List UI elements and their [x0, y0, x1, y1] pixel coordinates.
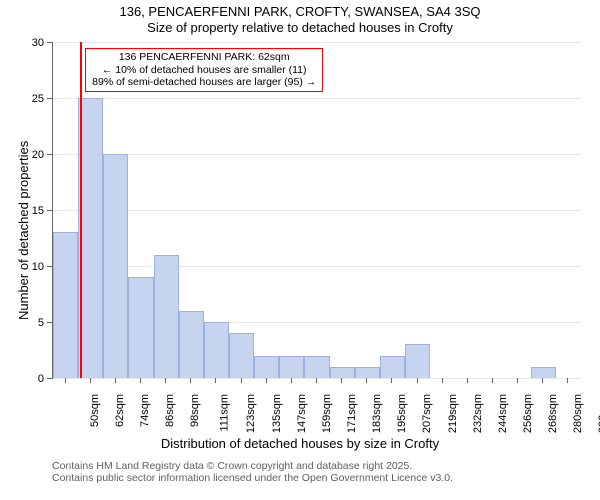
- x-tick-label: 50sqm: [89, 394, 101, 427]
- y-tick-label: 5: [0, 317, 44, 329]
- y-tick-mark: [47, 98, 52, 99]
- x-tick-label: 183sqm: [371, 394, 383, 433]
- annotation-line-1: 136 PENCAERFENNI PARK: 62sqm: [92, 51, 316, 64]
- x-tick-label: 135sqm: [271, 394, 283, 433]
- chart-title-block: 136, PENCAERFENNI PARK, CROFTY, SWANSEA,…: [0, 4, 600, 35]
- x-tick-label: 171sqm: [346, 394, 358, 433]
- x-tick-label: 219sqm: [447, 394, 459, 433]
- annotation-line-3: 89% of semi-detached houses are larger (…: [92, 76, 316, 89]
- x-tick-label: 280sqm: [572, 394, 584, 433]
- attribution-line-2: Contains public sector information licen…: [52, 472, 453, 484]
- x-tick-label: 256sqm: [522, 394, 534, 433]
- x-tick-mark: [542, 378, 543, 383]
- x-tick-label: 195sqm: [396, 394, 408, 433]
- histogram-bar: [103, 154, 128, 378]
- x-tick-mark: [517, 378, 518, 383]
- attribution-block: Contains HM Land Registry data © Crown c…: [52, 460, 453, 484]
- x-tick-label: 62sqm: [114, 394, 126, 427]
- attribution-line-1: Contains HM Land Registry data © Crown c…: [52, 460, 453, 472]
- y-axis-label: Number of detached properties: [16, 141, 31, 320]
- x-tick-mark: [341, 378, 342, 383]
- x-tick-mark: [492, 378, 493, 383]
- y-tick-label: 15: [0, 205, 44, 217]
- x-tick-label: 268sqm: [547, 394, 559, 433]
- x-tick-mark: [366, 378, 367, 383]
- x-tick-label: 123sqm: [246, 394, 258, 433]
- x-tick-label: 74sqm: [139, 394, 151, 427]
- histogram-bar: [279, 356, 304, 378]
- x-tick-mark: [567, 378, 568, 383]
- y-tick-label: 20: [0, 149, 44, 161]
- chart-title-line-1: 136, PENCAERFENNI PARK, CROFTY, SWANSEA,…: [0, 4, 600, 20]
- plot-area: [52, 42, 581, 379]
- y-tick-label: 25: [0, 93, 44, 105]
- y-tick-label: 0: [0, 373, 44, 385]
- x-tick-label: 244sqm: [497, 394, 509, 433]
- x-tick-label: 98sqm: [189, 394, 201, 427]
- y-tick-mark: [47, 266, 52, 267]
- gridline: [53, 154, 581, 155]
- x-tick-mark: [90, 378, 91, 383]
- histogram-bar: [53, 232, 78, 378]
- histogram-bar: [154, 255, 179, 378]
- x-tick-mark: [266, 378, 267, 383]
- chart-title-line-2: Size of property relative to detached ho…: [0, 20, 600, 36]
- annotation-box: 136 PENCAERFENNI PARK: 62sqm← 10% of det…: [85, 48, 323, 92]
- y-tick-label: 10: [0, 261, 44, 273]
- y-tick-mark: [47, 210, 52, 211]
- marker-line: [80, 42, 82, 378]
- x-tick-mark: [215, 378, 216, 383]
- x-tick-mark: [115, 378, 116, 383]
- gridline: [53, 266, 581, 267]
- y-tick-mark: [47, 378, 52, 379]
- histogram-bar: [179, 311, 204, 378]
- histogram-chart: 136, PENCAERFENNI PARK, CROFTY, SWANSEA,…: [0, 0, 600, 500]
- histogram-bar: [304, 356, 329, 378]
- x-tick-mark: [165, 378, 166, 383]
- x-tick-mark: [65, 378, 66, 383]
- histogram-bar: [229, 333, 254, 378]
- x-tick-label: 232sqm: [472, 394, 484, 433]
- y-tick-label: 30: [0, 37, 44, 49]
- y-tick-mark: [47, 42, 52, 43]
- x-tick-mark: [241, 378, 242, 383]
- histogram-bar: [531, 367, 556, 378]
- x-tick-mark: [190, 378, 191, 383]
- x-tick-mark: [291, 378, 292, 383]
- x-tick-label: 147sqm: [296, 394, 308, 433]
- gridline: [53, 42, 581, 43]
- histogram-bar: [128, 277, 153, 378]
- y-tick-mark: [47, 154, 52, 155]
- x-tick-label: 207sqm: [422, 394, 434, 433]
- x-tick-label: 86sqm: [164, 394, 176, 427]
- x-tick-mark: [442, 378, 443, 383]
- x-tick-mark: [140, 378, 141, 383]
- gridline: [53, 378, 581, 379]
- x-tick-mark: [391, 378, 392, 383]
- gridline: [53, 210, 581, 211]
- histogram-bar: [380, 356, 405, 378]
- x-tick-label: 111sqm: [219, 394, 231, 432]
- histogram-bar: [405, 344, 430, 378]
- x-tick-mark: [467, 378, 468, 383]
- x-tick-label: 159sqm: [321, 394, 333, 433]
- histogram-bar: [204, 322, 229, 378]
- histogram-bar: [254, 356, 279, 378]
- x-tick-mark: [316, 378, 317, 383]
- histogram-bar: [355, 367, 380, 378]
- annotation-line-2: ← 10% of detached houses are smaller (11…: [92, 64, 316, 77]
- histogram-bar: [330, 367, 355, 378]
- gridline: [53, 98, 581, 99]
- x-axis-label: Distribution of detached houses by size …: [0, 436, 600, 451]
- y-tick-mark: [47, 322, 52, 323]
- x-tick-mark: [417, 378, 418, 383]
